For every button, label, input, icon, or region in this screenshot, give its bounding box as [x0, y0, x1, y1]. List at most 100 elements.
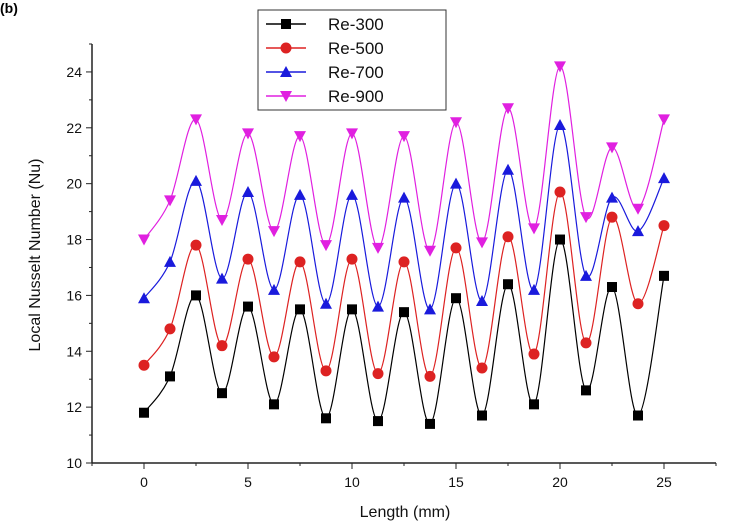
- data-point: [554, 119, 566, 131]
- legend-label: Re-500: [328, 39, 384, 58]
- legend-label: Re-700: [328, 63, 384, 82]
- data-point: [398, 131, 410, 143]
- y-tick-label: 20: [66, 176, 82, 192]
- data-point: [372, 368, 384, 380]
- legend-marker: [280, 42, 292, 54]
- data-point: [606, 142, 618, 154]
- data-point: [191, 290, 201, 301]
- series-re-300: [139, 234, 669, 429]
- data-point: [164, 255, 176, 267]
- data-point: [216, 340, 228, 352]
- y-tick-label: 24: [66, 64, 82, 80]
- x-axis-title: Length (mm): [360, 504, 451, 521]
- data-point: [216, 272, 228, 284]
- y-tick-label: 18: [66, 232, 82, 248]
- data-point: [555, 234, 565, 245]
- data-point: [450, 242, 462, 254]
- data-point: [164, 323, 176, 335]
- data-point: [424, 303, 436, 315]
- data-point: [476, 237, 488, 249]
- data-point: [320, 297, 332, 309]
- data-point: [138, 359, 150, 371]
- data-point: [633, 410, 643, 421]
- data-point: [632, 225, 644, 237]
- data-point: [190, 239, 202, 251]
- data-point: [476, 294, 488, 306]
- data-point: [268, 226, 280, 238]
- data-point: [450, 177, 462, 189]
- x-tick-label: 5: [244, 474, 252, 490]
- legend-marker: [281, 19, 291, 29]
- data-point: [580, 337, 592, 349]
- y-tick-label: 16: [66, 287, 82, 303]
- data-point: [372, 242, 384, 254]
- data-point: [321, 413, 331, 424]
- x-tick-label: 10: [344, 474, 360, 490]
- data-point: [632, 203, 644, 215]
- data-point: [320, 240, 332, 252]
- data-point: [607, 282, 617, 293]
- data-point: [164, 195, 176, 207]
- legend-label: Re-300: [328, 15, 384, 34]
- data-point: [346, 128, 358, 140]
- data-point: [217, 388, 227, 399]
- legend: Re-300 Re-500 Re-700 Re-900: [257, 9, 447, 111]
- data-point: [424, 245, 436, 257]
- data-point: [659, 270, 669, 281]
- y-tick-label: 10: [66, 455, 82, 471]
- data-point: [346, 188, 358, 200]
- series-re-500: [138, 186, 670, 382]
- data-point: [528, 283, 540, 295]
- data-point: [581, 385, 591, 396]
- data-point: [450, 117, 462, 129]
- data-point: [528, 223, 540, 235]
- data-point: [320, 365, 332, 377]
- data-point: [424, 370, 436, 382]
- data-point: [554, 61, 566, 73]
- data-point: [269, 399, 279, 410]
- data-point: [373, 416, 383, 427]
- y-tick-label: 14: [66, 343, 82, 359]
- legend-label: Re-900: [328, 87, 384, 106]
- series-layer: [138, 61, 670, 429]
- series-re-700: [138, 119, 670, 315]
- data-point: [658, 220, 670, 232]
- x-tick-label: 0: [140, 474, 148, 490]
- data-point: [451, 293, 461, 304]
- data-point: [242, 128, 254, 140]
- data-point: [165, 371, 175, 382]
- data-point: [529, 399, 539, 410]
- data-point: [658, 172, 670, 184]
- legend-entry: Re-300: [266, 15, 384, 34]
- panel-label: (b): [0, 0, 18, 16]
- data-point: [502, 231, 514, 243]
- data-point: [606, 211, 618, 223]
- y-tick-label: 12: [66, 399, 82, 415]
- data-point: [476, 362, 488, 374]
- data-point: [606, 191, 618, 203]
- data-point: [347, 304, 357, 315]
- data-point: [138, 234, 150, 246]
- data-point: [294, 188, 306, 200]
- data-point: [528, 348, 540, 360]
- data-point: [398, 256, 410, 268]
- legend-marker: [280, 91, 292, 102]
- data-point: [632, 298, 644, 310]
- plot-frame: 0 5 10 15 20 25 10 12 14 16 18 20 22 24: [66, 43, 717, 490]
- y-tick-label: 22: [66, 120, 82, 136]
- y-axis-title: Local Nusselt Number (Nu): [27, 159, 44, 352]
- data-point: [346, 253, 358, 265]
- x-tick-label: 20: [552, 474, 568, 490]
- data-point: [268, 351, 280, 363]
- data-point: [502, 163, 514, 175]
- data-point: [372, 300, 384, 312]
- legend-entry: Re-900: [266, 87, 384, 106]
- legend-marker: [280, 66, 292, 77]
- data-point: [243, 301, 253, 312]
- series-line: [143, 191, 665, 378]
- series-line: [143, 124, 665, 310]
- x-tick-label: 15: [448, 474, 464, 490]
- data-point: [294, 256, 306, 268]
- data-point: [502, 103, 514, 115]
